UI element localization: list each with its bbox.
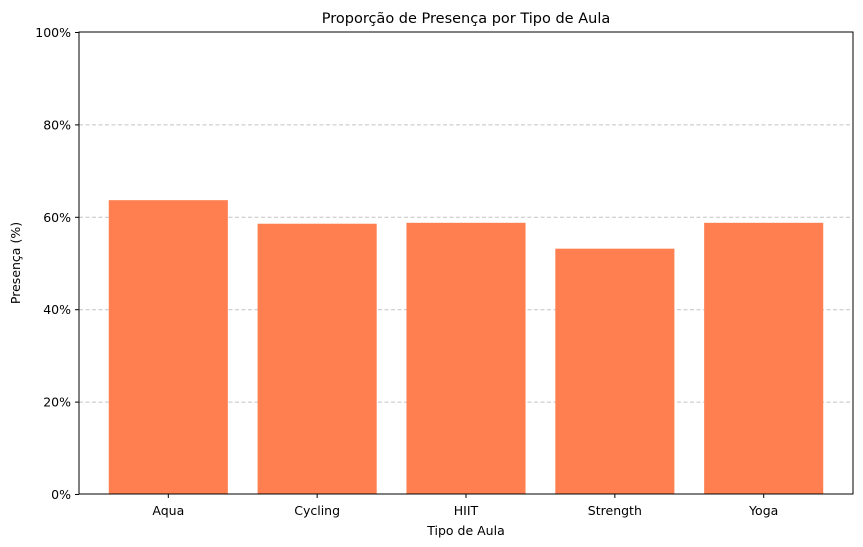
- y-tick-label: 100%: [35, 25, 71, 40]
- x-tick-label: HIIT: [454, 503, 479, 518]
- bar: [704, 222, 824, 494]
- x-axis-ticks: Aqua Cycling HIIT Strength Yoga: [152, 494, 778, 518]
- y-tick-label: 20%: [43, 395, 71, 410]
- x-tick-label: Yoga: [748, 503, 778, 518]
- x-tick-label: Cycling: [294, 503, 340, 518]
- x-tick-label: Aqua: [152, 503, 184, 518]
- y-tick-label: 40%: [43, 302, 71, 317]
- x-tick-label: Strength: [588, 503, 642, 518]
- chart-title: Proporção de Presença por Tipo de Aula: [322, 11, 611, 27]
- y-axis-ticks: 0% 20% 40% 60% 80% 100%: [35, 25, 79, 502]
- bars: [108, 200, 824, 495]
- y-tick-label: 60%: [43, 210, 71, 225]
- bar: [257, 223, 377, 495]
- bar: [555, 248, 675, 494]
- bar: [108, 200, 228, 494]
- bar: [406, 222, 526, 494]
- x-axis-label: Tipo de Aula: [426, 523, 504, 538]
- y-axis-label: Presença (%): [8, 222, 23, 304]
- y-tick-label: 80%: [43, 117, 71, 132]
- y-tick-label: 0%: [51, 487, 71, 502]
